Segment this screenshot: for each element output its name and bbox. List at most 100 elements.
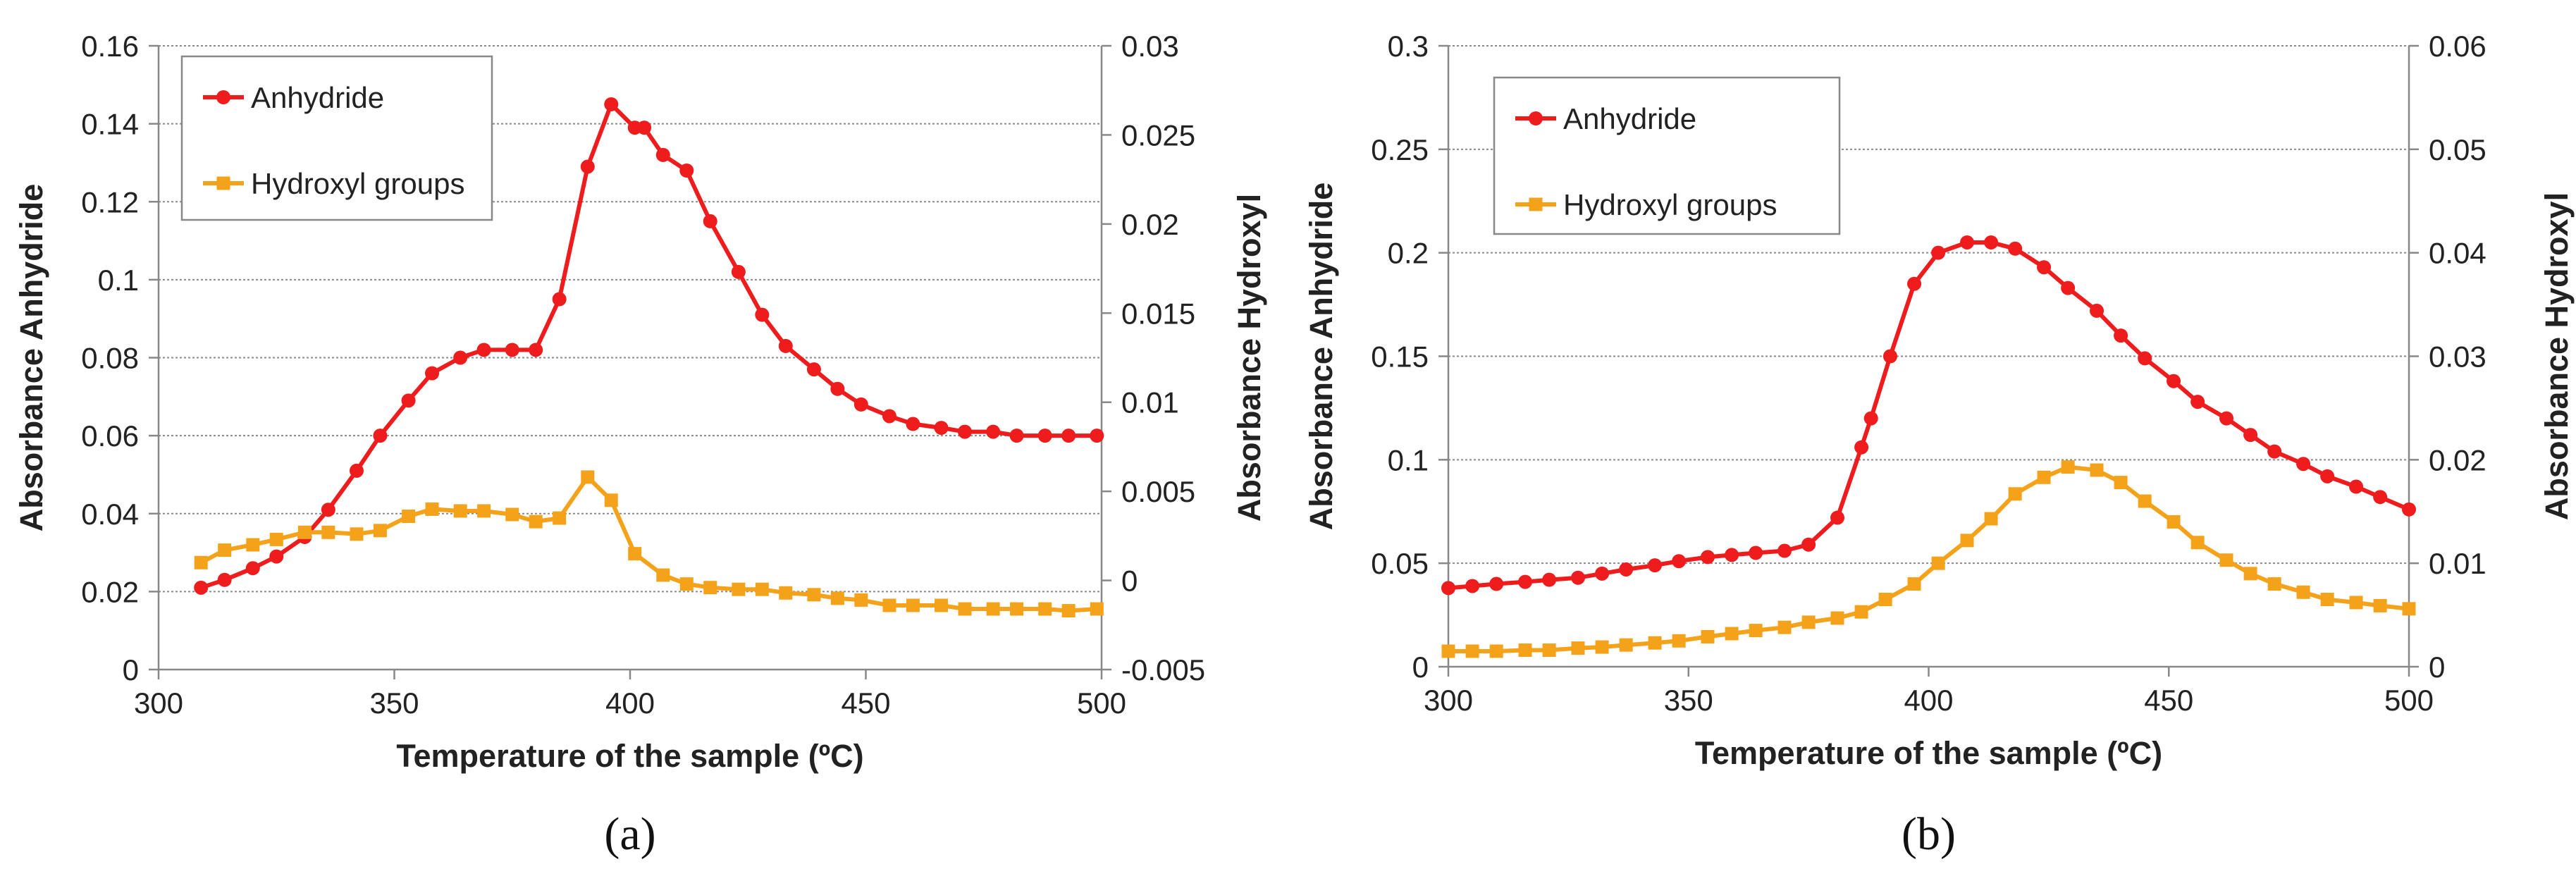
data-point <box>2138 351 2152 366</box>
y-tick-label: 0.04 <box>81 498 139 531</box>
y-tick-label: 0.05 <box>1371 547 1429 580</box>
data-point <box>1931 245 1946 260</box>
data-point <box>2402 602 2416 616</box>
y2-tick-label: 0.05 <box>2429 133 2486 166</box>
data-point <box>552 292 567 307</box>
y2-tick-label: 0.03 <box>2429 340 2486 374</box>
x-tick-label: 450 <box>2144 684 2193 717</box>
data-point <box>755 582 769 596</box>
data-point <box>581 470 595 484</box>
y-tick-label: 0.25 <box>1371 133 1429 166</box>
data-point <box>1931 556 1945 570</box>
chart-panel-a: 0 0.02 0.04 0.06 0.08 0.1 0.12 0.14 0.16 -0.005 0 0… <box>13 30 1267 860</box>
data-point <box>1061 604 1076 618</box>
data-point <box>2114 328 2128 343</box>
y2-tick-label: 0 <box>2429 651 2445 684</box>
legend: Anhydride Hydroxyl groups <box>1493 76 1841 235</box>
data-point <box>2037 470 2051 484</box>
data-point <box>1777 543 1792 558</box>
data-point <box>194 555 208 569</box>
data-point <box>2296 585 2310 599</box>
data-point <box>2061 460 2075 474</box>
y2-tick-label: 0.015 <box>1121 297 1195 330</box>
y-axis-label: Absorbance Anhydride <box>1303 183 1339 530</box>
legend-marker <box>216 90 230 104</box>
data-point <box>1542 643 1556 658</box>
data-point <box>1441 581 1455 596</box>
data-point <box>2219 553 2233 567</box>
y2-tick-label: 0.04 <box>2429 237 2486 270</box>
data-point <box>1010 602 1024 616</box>
y2-tick-label: 0.06 <box>2429 30 2486 63</box>
data-point <box>2138 494 2152 508</box>
y2-tick-label: 0.025 <box>1121 118 1195 152</box>
data-point <box>477 504 491 518</box>
data-point <box>958 602 972 616</box>
data-point <box>882 598 896 612</box>
data-point <box>935 598 949 612</box>
data-point <box>1571 570 1586 585</box>
data-point <box>628 547 642 561</box>
data-point <box>402 510 416 524</box>
data-point <box>1882 349 1897 364</box>
data-point <box>1648 558 1663 573</box>
y2-tick-label: 0.01 <box>2429 547 2486 580</box>
data-point <box>453 350 468 365</box>
data-point <box>679 577 694 591</box>
legend-marker <box>1529 111 1543 125</box>
data-point <box>350 527 364 541</box>
data-point <box>2296 457 2311 472</box>
data-point <box>854 593 868 607</box>
y-tick-label: 0 <box>1412 651 1429 684</box>
data-point <box>269 532 283 546</box>
data-point <box>269 549 284 564</box>
data-point <box>2320 469 2335 483</box>
data-point <box>656 568 670 582</box>
series-anhydride <box>1441 235 2416 596</box>
x-tick-label: 300 <box>134 686 183 720</box>
data-point <box>2267 577 2281 591</box>
y-tick-label: 0.15 <box>1371 340 1429 374</box>
data-point <box>679 164 694 178</box>
data-point <box>2349 596 2363 610</box>
data-point <box>2114 476 2128 490</box>
data-point <box>2190 536 2205 550</box>
data-point <box>934 421 949 436</box>
data-point <box>779 586 793 600</box>
x-tick-label: 400 <box>1904 684 1953 717</box>
data-point <box>453 504 467 518</box>
data-point <box>1984 235 1999 249</box>
data-point <box>1518 574 1533 589</box>
data-point <box>2061 281 2076 295</box>
data-point <box>906 417 920 431</box>
y2-axis-label: Absorbance Hydroxyl <box>1231 194 1267 522</box>
data-point <box>1830 510 1845 525</box>
data-point <box>1090 429 1104 443</box>
data-point <box>986 602 1000 616</box>
data-point <box>2167 374 2181 388</box>
data-point <box>373 524 387 538</box>
y-tick-label: 0.06 <box>81 419 139 452</box>
data-point <box>373 429 388 443</box>
y2-tick-label: 0.02 <box>2429 443 2486 476</box>
data-point <box>703 581 717 595</box>
data-point <box>505 343 519 357</box>
data-point <box>655 147 670 162</box>
data-point <box>245 561 260 576</box>
data-point <box>2090 303 2104 318</box>
data-point <box>1090 602 1104 616</box>
data-point <box>2267 444 2282 459</box>
y2-tick-label: 0.02 <box>1121 208 1179 241</box>
legend-label: Anhydride <box>251 81 384 114</box>
data-point <box>425 366 440 381</box>
data-point <box>1595 640 1609 654</box>
x-tick-label: 500 <box>2384 684 2434 717</box>
x-tick-label: 350 <box>369 686 419 720</box>
data-point <box>1441 644 1455 658</box>
data-point <box>1518 643 1532 658</box>
legend-box <box>180 55 493 221</box>
data-point <box>1037 429 1052 443</box>
data-point <box>1801 615 1816 629</box>
data-point <box>1465 579 1480 593</box>
